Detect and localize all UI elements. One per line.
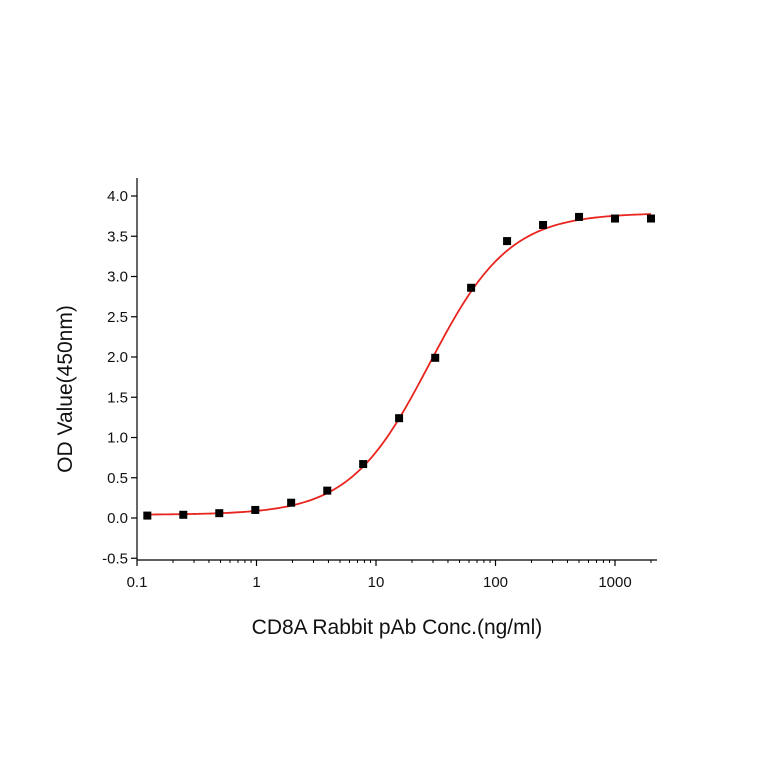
x-axis-title: CD8A Rabbit pAb Conc.(ng/ml): [252, 616, 543, 639]
data-point: [359, 460, 368, 469]
data-point: [323, 486, 332, 495]
data-point: [143, 511, 152, 520]
y-axis-title: OD Value(450nm): [54, 305, 77, 473]
data-point: [251, 505, 260, 514]
data-point: [575, 212, 584, 221]
x-tick-label: 100: [483, 574, 508, 591]
data-point: [431, 353, 440, 362]
y-ticks: 4.0 3.5 3.0 2.5 2.0 1.5 1.0 0.5 0.0 -0.5: [102, 188, 137, 567]
x-tick-label: 0.1: [127, 574, 148, 591]
y-tick-label: 1.5: [107, 389, 128, 406]
x-ticks: 0.1 1 10 100 1000: [127, 560, 652, 591]
data-point: [539, 220, 548, 229]
x-tick-label: 1000: [598, 574, 631, 591]
y-tick-label: 3.0: [107, 269, 128, 286]
y-tick-label: 2.5: [107, 309, 128, 326]
y-tick-label: 3.5: [107, 228, 128, 245]
fit-curve: [147, 213, 651, 516]
data-point: [287, 498, 296, 507]
x-tick-label: 10: [368, 574, 385, 591]
x-tick-label: 1: [252, 574, 260, 591]
data-point: [179, 510, 188, 519]
plot-area: 4.0 3.5 3.0 2.5 2.0 1.5 1.0 0.5 0.0 -0.5 0.1 1 10 10…: [102, 178, 657, 591]
data-point: [611, 214, 619, 223]
y-tick-label: -0.5: [102, 550, 128, 567]
data-point: [503, 237, 512, 246]
data-point: [646, 214, 655, 223]
data-points: [143, 212, 655, 520]
y-tick-label: 1.0: [107, 430, 128, 447]
y-tick-label: 2.0: [107, 349, 128, 366]
y-tick-label: 0.5: [107, 470, 128, 487]
data-point: [215, 509, 224, 518]
y-tick-label: 4.0: [107, 188, 128, 205]
data-point: [467, 283, 476, 292]
data-point: [395, 414, 404, 423]
y-tick-label: 0.0: [107, 510, 128, 527]
